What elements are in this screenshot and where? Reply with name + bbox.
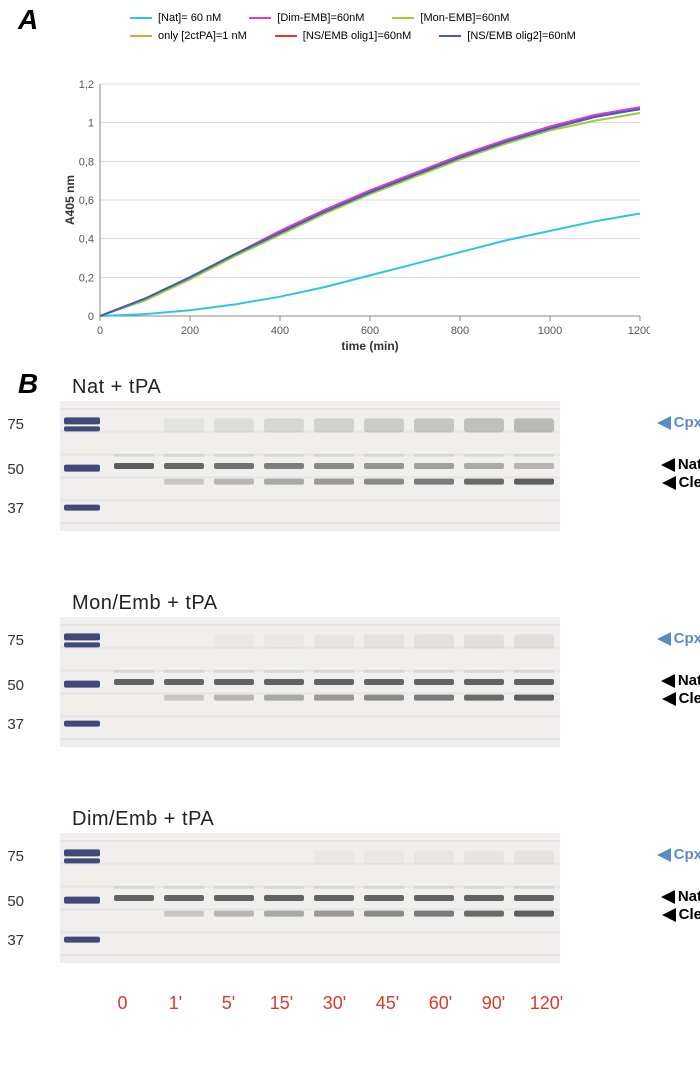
legend-item: [NS/EMB olig2]=60nM [439,30,576,42]
timepoint-label: 5' [202,993,255,1014]
svg-text:400: 400 [271,325,289,337]
svg-text:0: 0 [97,325,103,337]
mw-label: 37 [7,500,24,517]
mw-label: 50 [7,677,24,694]
arrow-icon [657,848,671,862]
band-arrow: Nat [661,888,700,905]
legend-item: [Nat]= 60 nM [130,12,221,24]
gel-row: 755037CpxNatCle [60,617,640,767]
svg-text:A405 nm: A405 nm [63,175,77,225]
svg-text:time (min): time (min) [341,339,398,353]
legend-item: [Dim-EMB]=60nM [249,12,364,24]
panel-a-label: A [18,4,38,36]
legend-text: [NS/EMB olig1]=60nM [303,30,412,42]
band-label: Cle [679,474,700,491]
legend-swatch [392,17,414,19]
arrow-icon [662,692,676,706]
band-label: Nat [678,888,700,905]
band-label: Nat [678,456,700,473]
legend-item: [Mon-EMB]=60nM [392,12,509,24]
arrow-icon [657,632,671,646]
svg-text:200: 200 [181,325,199,337]
mw-label: 50 [7,893,24,910]
timepoint-label: 30' [308,993,361,1014]
gel-row: 755037CpxNatCle [60,401,640,551]
legend-swatch [249,17,271,19]
mw-label: 75 [7,848,24,865]
svg-text:0,2: 0,2 [79,272,94,284]
mw-label: 75 [7,632,24,649]
arrow-icon [662,908,676,922]
legend-swatch [275,35,297,37]
arrow-icon [661,890,675,904]
legend-text: [Nat]= 60 nM [158,12,221,24]
chart-legend: [Nat]= 60 nM [Dim-EMB]=60nM [Mon-EMB]=60nM… [130,12,650,42]
svg-text:800: 800 [451,325,469,337]
gel-panel: Mon/Emb + tPA755037CpxNatCle [60,592,640,767]
band-arrow: Cpx [657,630,700,647]
gel-image [60,617,560,747]
timepoint-label: 90' [467,993,520,1014]
legend-text: only [2ctPA]=1 nM [158,30,247,42]
mw-label: 50 [7,461,24,478]
svg-text:1: 1 [88,118,94,130]
legend-text: [Dim-EMB]=60nM [277,12,364,24]
legend-swatch [439,35,461,37]
svg-text:0,4: 0,4 [79,234,94,246]
arrow-icon [661,674,675,688]
arrow-icon [657,416,671,430]
gel-timepoints: 01'5'15'30'45'60'90'120' [96,993,573,1014]
svg-text:1200: 1200 [628,325,650,337]
gel-title: Mon/Emb + tPA [72,592,640,615]
band-arrow: Cle [662,906,700,923]
timepoint-label: 60' [414,993,467,1014]
arrow-icon [661,458,675,472]
timepoint-label: 15' [255,993,308,1014]
band-label: Cpx [674,846,700,863]
svg-text:0: 0 [88,311,94,323]
legend-text: [Mon-EMB]=60nM [420,12,509,24]
mw-label: 37 [7,932,24,949]
gel-row: 755037CpxNatCle [60,833,640,983]
timepoint-label: 0 [96,993,149,1014]
gel-panel: Nat + tPA755037CpxNatCle [60,376,640,551]
svg-text:0,8: 0,8 [79,156,94,168]
band-arrow: Cpx [657,414,700,431]
legend-text: [NS/EMB olig2]=60nM [467,30,576,42]
arrow-icon [662,476,676,490]
legend-swatch [130,35,152,37]
band-arrow: Cle [662,474,700,491]
panel-b-label: B [18,368,38,400]
gel-panel: Dim/Emb + tPA755037CpxNatCle [60,808,640,983]
band-arrow: Nat [661,456,700,473]
timepoint-label: 45' [361,993,414,1014]
gel-title: Dim/Emb + tPA [72,808,640,831]
chart-a-container: [Nat]= 60 nM [Dim-EMB]=60nM [Mon-EMB]=60nM… [60,12,650,332]
mw-label: 37 [7,716,24,733]
svg-text:1,2: 1,2 [79,79,94,91]
band-arrow: Cpx [657,846,700,863]
timepoint-label: 1' [149,993,202,1014]
band-label: Cpx [674,414,700,431]
legend-item: [NS/EMB olig1]=60nM [275,30,412,42]
legend-swatch [130,17,152,19]
gel-image [60,401,560,531]
band-label: Cpx [674,630,700,647]
band-label: Cle [679,906,700,923]
gel-title: Nat + tPA [72,376,640,399]
band-arrow: Cle [662,690,700,707]
svg-text:1000: 1000 [538,325,562,337]
line-chart: 0 0,2 0,4 0,6 0,8 1 1,2 0 200 400 600 800 1000 1200 ti… [60,48,650,356]
band-label: Cle [679,690,700,707]
timepoint-label: 120' [520,993,573,1014]
mw-label: 75 [7,416,24,433]
svg-text:600: 600 [361,325,379,337]
legend-item: only [2ctPA]=1 nM [130,30,247,42]
gel-image [60,833,560,963]
svg-text:0,6: 0,6 [79,195,94,207]
band-arrow: Nat [661,672,700,689]
band-label: Nat [678,672,700,689]
